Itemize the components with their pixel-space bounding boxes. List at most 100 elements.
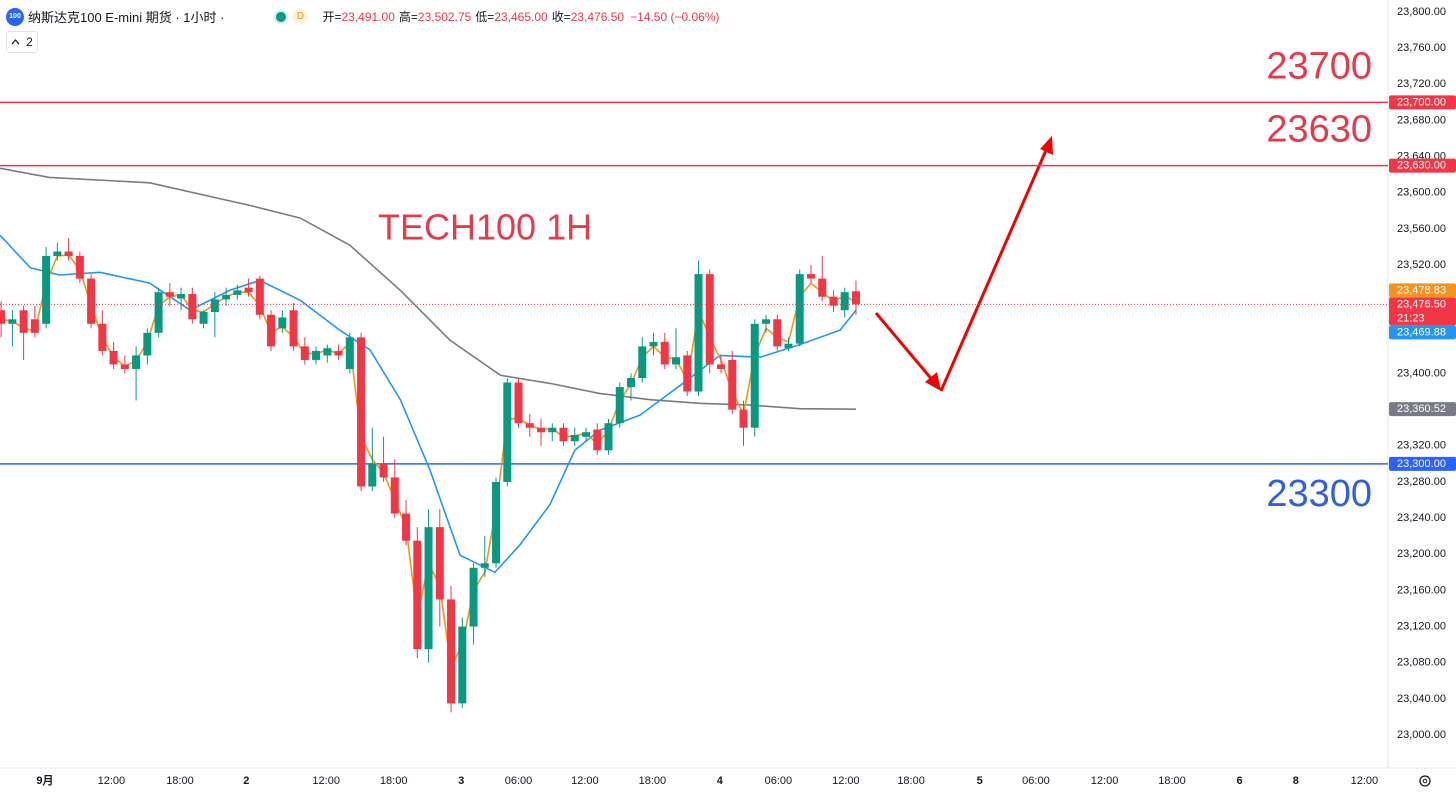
candle-body [548, 427, 557, 433]
x-tick-label: 12:00 [312, 775, 340, 787]
y-tick-label: 23,040.00 [1397, 693, 1446, 705]
countdown-label: 21:23 [1397, 312, 1425, 324]
candle-body [716, 364, 725, 369]
y-tick-label: 23,120.00 [1397, 620, 1446, 632]
y-tick-label: 23,560.00 [1397, 223, 1446, 235]
candle-body [615, 387, 624, 424]
candle-body [98, 323, 107, 351]
candle-body [165, 292, 174, 297]
indicator-toggle[interactable]: 2 [6, 31, 38, 53]
chevron [11, 39, 20, 45]
moving-average [0, 167, 857, 410]
ohlc-key: 高= [398, 10, 418, 24]
candle-body [840, 292, 849, 311]
candle-body [402, 513, 411, 541]
y-tick-label: 23,320.00 [1397, 440, 1446, 452]
y-tick-label: 23,720.00 [1397, 78, 1446, 90]
candle-body [177, 293, 186, 299]
candle-body [233, 290, 242, 295]
arrow-up [939, 147, 1049, 392]
candle-body [570, 434, 579, 442]
candle-body [278, 317, 287, 329]
candle-body [582, 432, 591, 437]
candle-body [705, 274, 714, 365]
level-label: 23300 [1266, 473, 1372, 515]
symbol-title[interactable]: 纳斯达克100 E-mini 期货 · 1小时 · [28, 10, 225, 25]
current-price-tag [1389, 297, 1456, 326]
indicator-count: 2 [26, 35, 33, 49]
forecast-arrows [874, 136, 1053, 392]
candle-body [604, 423, 613, 451]
legend-header: 100 纳斯达克100 E-mini 期货 · 1小时 · D 开=23,491… [6, 7, 720, 26]
y-tick-label: 23,200.00 [1397, 548, 1446, 560]
x-tick-label: 12:00 [832, 775, 860, 787]
x-tick-label: 18:00 [166, 775, 194, 787]
candle-body [851, 291, 860, 305]
candle-body [222, 294, 231, 300]
x-tick-label: 18:00 [380, 775, 408, 787]
candle-body [323, 348, 332, 356]
ohlc-value: 23,502.75 [417, 10, 472, 24]
candle-body [345, 337, 354, 369]
candle-body [503, 382, 512, 482]
y-tick-label: 23,400.00 [1397, 367, 1446, 379]
candle-body [447, 599, 456, 704]
session-badge: D [292, 8, 309, 25]
x-tick-label: 18:00 [1158, 775, 1186, 787]
candle-body [30, 319, 39, 333]
candle-body [435, 527, 444, 600]
candle-body [649, 341, 658, 347]
price-tag-label: 23,478.83 [1397, 284, 1446, 296]
candle-body [154, 292, 163, 333]
ohlc-value: 23,465.00 [494, 10, 548, 24]
x-tick-label: 12:00 [1091, 775, 1119, 787]
level-label: 23630 [1266, 109, 1372, 151]
price-tag-label: 23,360.52 [1397, 403, 1446, 415]
candle-body [458, 626, 467, 704]
candle-body [312, 350, 321, 360]
candle-body [379, 463, 388, 478]
settings-icon[interactable] [1419, 775, 1431, 787]
candle-body [188, 293, 197, 320]
x-tick-label: 3 [458, 775, 464, 787]
x-tick-label: 12:00 [571, 775, 599, 787]
candle-body [19, 310, 28, 333]
x-tick-label: 9月 [36, 774, 53, 787]
y-tick-label: 23,800.00 [1397, 6, 1446, 18]
x-tick-label: 18:00 [897, 775, 925, 787]
candle-body [289, 310, 298, 347]
candle-body [75, 256, 84, 279]
candle-body [627, 378, 636, 388]
candle-body [480, 563, 489, 568]
y-tick-label: 23,600.00 [1397, 187, 1446, 199]
candle-body [818, 278, 827, 297]
candle-body [593, 429, 602, 451]
y-tick-label: 23,240.00 [1397, 512, 1446, 524]
candle-body [109, 350, 118, 365]
candle-body [638, 346, 647, 379]
candle-body [244, 287, 253, 293]
candle-body [806, 274, 815, 279]
chart-title: TECH100 1H [378, 207, 592, 248]
level-label: 23700 [1266, 45, 1372, 87]
price-tag [1389, 283, 1456, 298]
candle-body [795, 274, 804, 344]
ohlc-key: 开= [322, 10, 342, 24]
x-tick-label: 06:00 [505, 775, 533, 787]
y-tick-label: 23,280.00 [1397, 476, 1446, 488]
candle-body [87, 278, 96, 324]
price-tag [1389, 325, 1456, 340]
candle-body [143, 332, 152, 356]
y-tick-label: 23,000.00 [1397, 729, 1446, 741]
x-tick-label: 8 [1293, 775, 1299, 787]
candle-body [210, 299, 219, 313]
candle-body [773, 319, 782, 347]
ohlc-low: 低=23,465.00 [475, 8, 547, 25]
ohlc-close: 收=23,476.50 [552, 8, 624, 25]
candle-body [120, 364, 129, 369]
y-tick-label: 23,760.00 [1397, 42, 1446, 54]
candle-body [300, 346, 309, 360]
ohlc-value: 23,491.00 [341, 10, 395, 24]
